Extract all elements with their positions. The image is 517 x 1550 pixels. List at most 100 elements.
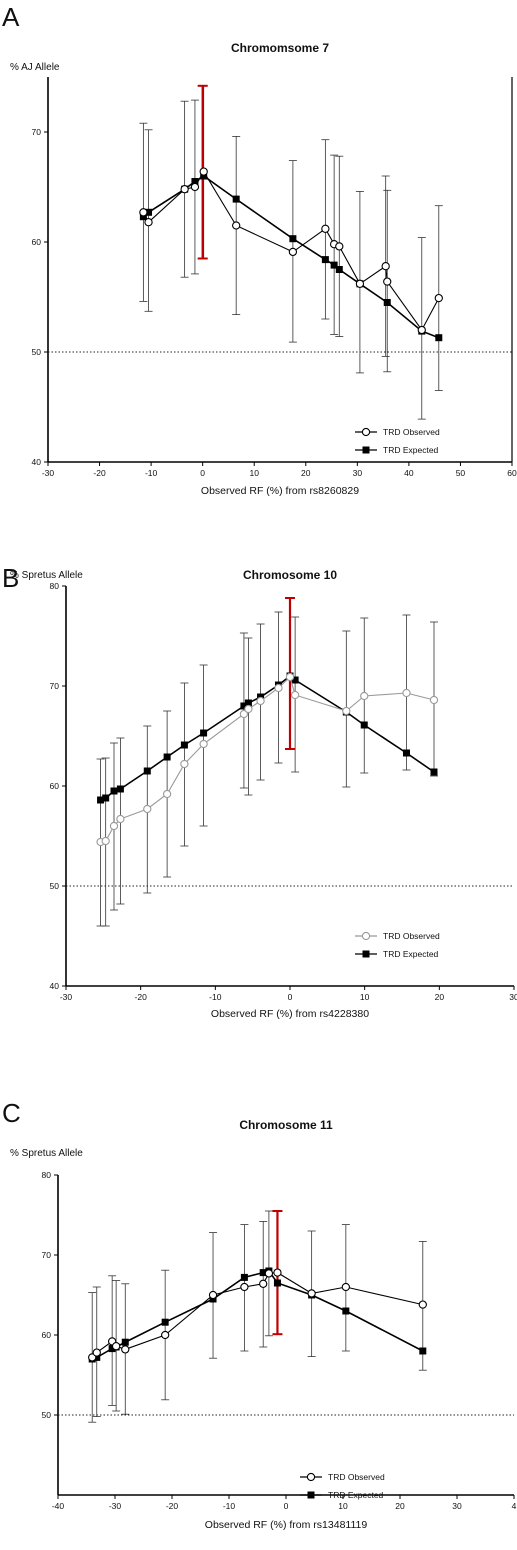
expected-data-point xyxy=(93,1353,101,1361)
observed-data-point xyxy=(274,683,283,693)
y-axis-label: % Spretus Allele xyxy=(10,570,83,581)
panel-letter: C xyxy=(2,1098,21,1128)
y-tick-label: 50 xyxy=(32,347,42,357)
expected-data-point xyxy=(342,1307,350,1315)
chart-title: Chromosome 10 xyxy=(243,568,337,582)
panel-c: C Chromosome 11 % Spretus Allele Observed … xyxy=(0,1040,517,1550)
observed-data-point xyxy=(341,1282,350,1292)
observed-data-point xyxy=(273,1268,282,1277)
x-axis-label: Observed RF (%) from rs8260829 xyxy=(201,485,359,497)
x-tick-label: -10 xyxy=(223,1501,236,1511)
x-tick-label: -20 xyxy=(135,992,148,1002)
expected-data-point xyxy=(240,702,248,710)
x-tick-label: 30 xyxy=(509,992,517,1002)
observed-data-point xyxy=(199,167,208,176)
y-axis-label: % Spretus Allele xyxy=(10,1148,83,1159)
panel-a: A Chromomsome 7 % AJ Allele Observed RF (%… xyxy=(0,0,517,520)
expected-data-point xyxy=(289,235,297,243)
y-tick-label: 80 xyxy=(50,581,60,591)
y-axis-label: % AJ Allele xyxy=(10,62,60,73)
expected-data-point xyxy=(161,1318,169,1326)
expected-data-point xyxy=(240,1273,248,1281)
observed-data-point xyxy=(342,706,351,716)
legend-label: TRD Observed xyxy=(328,1472,385,1482)
panel-letter: B xyxy=(2,563,20,593)
expected-data-point xyxy=(402,749,410,757)
y-tick-label: 60 xyxy=(50,781,60,791)
observed-data-point xyxy=(92,1348,101,1357)
observed-data-point xyxy=(418,1300,427,1309)
expected-data-point xyxy=(121,1338,129,1346)
observed-data-point xyxy=(190,182,200,192)
observed-data-point xyxy=(240,1282,249,1292)
x-tick-label: -10 xyxy=(209,992,222,1002)
expected-data-point xyxy=(200,172,208,180)
expected-data-point xyxy=(116,785,124,793)
expected-series-line xyxy=(91,1270,424,1360)
expected-data-point xyxy=(191,178,199,185)
expected-data-point xyxy=(321,256,329,264)
observed-data-point xyxy=(285,672,295,682)
observed-data-point xyxy=(111,1342,121,1351)
y-tick-label: 40 xyxy=(32,457,42,467)
expected-data-point xyxy=(259,1269,267,1277)
expected-data-point xyxy=(244,699,252,707)
legend-label: TRD Observed xyxy=(383,931,440,941)
expected-data-point xyxy=(430,768,438,776)
observed-data-point xyxy=(259,1279,268,1288)
y-tick-label: 50 xyxy=(50,881,60,891)
x-tick-label: -10 xyxy=(145,468,158,478)
observed-series-line xyxy=(100,675,435,843)
chart-svg: Chromomsome 7 % AJ Allele Observed RF (%) … xyxy=(10,41,517,497)
y-tick-label: 60 xyxy=(42,1330,52,1340)
observed-data-point xyxy=(381,262,390,271)
expected-data-point xyxy=(163,753,171,761)
observed-data-point xyxy=(101,836,110,846)
expected-data-point xyxy=(419,1347,427,1355)
panel-letter: A xyxy=(2,2,20,32)
y-tick-label: 50 xyxy=(42,1410,52,1420)
x-tick-label: 30 xyxy=(353,468,363,478)
observed-data-point xyxy=(290,690,300,700)
observed-data-point xyxy=(180,759,189,769)
observed-data-point xyxy=(144,218,153,227)
y-tick-label: 80 xyxy=(42,1170,52,1180)
observed-data-point xyxy=(143,804,152,814)
observed-data-point xyxy=(208,1290,218,1300)
x-tick-label: 50 xyxy=(456,468,466,478)
observed-data-point xyxy=(307,1289,316,1298)
legend-label: TRD Expected xyxy=(383,949,439,959)
observed-data-point xyxy=(162,789,172,799)
legend: TRD Observed TRD Expected xyxy=(355,931,440,959)
legend-marker-circle xyxy=(306,1472,316,1482)
observed-data-point xyxy=(161,1330,170,1340)
expected-data-point xyxy=(97,796,105,804)
chart-svg: Chromosome 10 % Spretus Allele Observed RF… xyxy=(10,568,517,1020)
expected-data-point xyxy=(291,676,299,684)
observed-data-point xyxy=(335,242,344,251)
observed-series-line xyxy=(91,1272,423,1358)
expected-data-point xyxy=(108,1345,116,1353)
observed-data-point xyxy=(355,279,365,288)
x-tick-label: 30 xyxy=(452,1501,462,1511)
y-tick-label: 60 xyxy=(32,237,42,247)
legend-marker-square xyxy=(307,1491,315,1499)
legend-marker-square xyxy=(362,950,370,958)
expected-data-point xyxy=(139,213,147,221)
expected-data-point xyxy=(383,299,391,306)
expected-data-point xyxy=(200,729,208,737)
observed-data-point xyxy=(116,814,125,824)
observed-data-point xyxy=(383,277,392,286)
legend-marker-circle xyxy=(361,427,371,437)
observed-data-point xyxy=(109,821,119,831)
observed-data-point xyxy=(429,695,439,705)
x-tick-label: 10 xyxy=(360,992,370,1002)
observed-data-point xyxy=(417,325,426,335)
expected-data-point xyxy=(435,334,443,342)
x-tick-label: 40 xyxy=(404,468,414,478)
observed-data-point xyxy=(239,709,249,719)
legend-label: TRD Expected xyxy=(328,1490,384,1500)
x-tick-label: -30 xyxy=(60,992,73,1002)
x-tick-label: -30 xyxy=(42,468,55,478)
observed-data-point xyxy=(232,221,241,230)
